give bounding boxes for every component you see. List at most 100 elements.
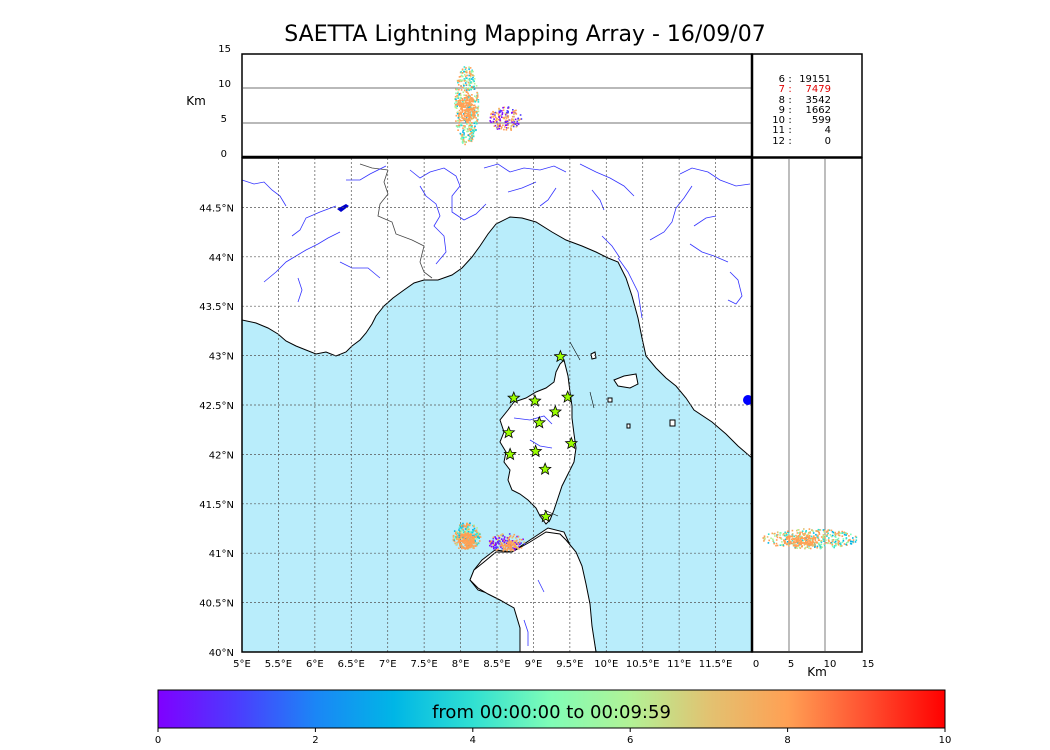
lightning-source-dot	[461, 68, 464, 71]
lightning-source-dot	[473, 533, 475, 536]
lightning-source-dot	[470, 108, 473, 111]
count-value: 4	[824, 125, 831, 137]
lightning-source-dot	[462, 117, 465, 119]
lightning-source-dot	[466, 547, 468, 550]
lightning-source-dot	[498, 537, 500, 539]
lightning-source-dot	[467, 130, 470, 132]
lightning-source-dot	[459, 116, 461, 118]
lightning-source-dot	[505, 127, 508, 129]
lightning-source-dot	[472, 540, 474, 542]
lightning-source-dot	[493, 125, 496, 127]
lightning-source-dot	[840, 545, 843, 547]
lightning-source-dot	[786, 541, 789, 543]
lightning-source-dot	[458, 536, 461, 539]
lightning-source-dot	[476, 119, 478, 121]
lightning-source-dot	[475, 529, 478, 532]
lightning-source-dot	[504, 120, 507, 123]
lightning-source-dot	[767, 533, 770, 535]
lightning-source-dot	[828, 537, 830, 539]
lightning-source-dot	[461, 102, 464, 105]
lightning-source-dot	[455, 537, 458, 540]
lightning-source-dot	[457, 97, 459, 99]
lightning-source-dot	[837, 534, 840, 537]
lightning-source-dot	[494, 119, 497, 122]
lightning-source-dot	[788, 540, 790, 543]
lightning-source-dot	[460, 105, 463, 108]
lightning-source-dot	[496, 117, 498, 120]
lightning-source-dot	[511, 115, 514, 118]
lightning-source-dot	[804, 543, 806, 545]
lightning-source-dot	[464, 97, 466, 99]
lightning-source-dot	[463, 101, 465, 103]
lightning-source-dot	[461, 86, 464, 89]
lightning-source-dot	[500, 534, 502, 536]
lightning-source-dot	[462, 109, 464, 112]
lightning-source-dot	[515, 540, 517, 542]
lightning-source-dot	[467, 134, 470, 136]
count-code: 10	[772, 115, 785, 127]
lightning-source-dot	[850, 543, 853, 545]
lightning-source-dot	[817, 536, 819, 539]
lightning-source-dot	[495, 112, 498, 114]
lightning-source-dot	[503, 536, 506, 538]
lightning-source-dot	[822, 538, 825, 541]
lightning-source-dot	[796, 545, 798, 547]
lightning-source-dot	[472, 536, 475, 538]
lightning-source-dot	[457, 100, 460, 102]
lightning-source-dot	[505, 548, 507, 551]
lightning-source-dot	[469, 536, 472, 538]
lightning-source-dot	[467, 523, 469, 526]
lightning-source-dot	[843, 543, 846, 545]
lightning-source-dot	[802, 533, 804, 535]
lightning-source-dot	[475, 535, 478, 537]
top-panel-frame	[241, 53, 753, 158]
lightning-source-dot	[477, 536, 479, 538]
lightning-source-dot	[818, 532, 820, 534]
lightning-source-dot	[469, 74, 472, 77]
lightning-source-dot	[796, 538, 799, 541]
lightning-source-dot	[500, 127, 503, 130]
lightning-source-dot	[470, 543, 472, 546]
station-marker	[532, 415, 547, 429]
lightning-source-dot	[467, 118, 470, 120]
lightning-source-dot	[468, 530, 471, 533]
lightning-source-dot	[498, 116, 500, 118]
lightning-source-dot	[850, 533, 852, 536]
lightning-source-dot	[817, 539, 820, 542]
lightning-source-dot	[459, 530, 461, 533]
lightning-source-dot	[457, 80, 459, 82]
lightning-source-dot	[466, 533, 469, 536]
lightning-source-dot	[801, 530, 804, 532]
lightning-source-dot	[783, 541, 786, 543]
lightning-source-dot	[469, 106, 471, 108]
lightning-source-dot	[466, 542, 469, 545]
lightning-source-dot	[806, 536, 809, 538]
lightning-source-dot	[835, 544, 837, 547]
rivers	[242, 163, 751, 646]
lightning-source-dot	[469, 533, 472, 535]
lightning-source-dot	[515, 113, 518, 115]
lightning-source-dot	[456, 532, 459, 534]
lightning-source-dot	[508, 536, 510, 539]
lightning-source-dot	[472, 98, 474, 101]
lightning-source-dot	[473, 527, 476, 530]
lightning-source-dot	[465, 67, 467, 69]
lightning-source-dot	[456, 126, 459, 128]
lightning-source-dot	[764, 538, 766, 540]
lightning-source-dot	[459, 543, 461, 546]
lightning-source-dot	[832, 531, 835, 534]
lightning-source-dot	[510, 129, 512, 131]
lightning-source-dot	[493, 118, 495, 120]
lightning-source-dot	[782, 544, 785, 546]
lightning-source-dot	[776, 544, 779, 547]
lightning-source-dot	[459, 132, 462, 135]
lightning-source-dot	[467, 534, 470, 536]
lightning-source-dot	[458, 113, 460, 116]
lightning-source-dot	[477, 542, 480, 545]
lightning-source-dot	[506, 112, 508, 115]
lightning-source-dot	[464, 106, 466, 109]
lightning-source-dot	[464, 547, 467, 550]
lightning-source-dot	[492, 120, 495, 123]
lightning-source-dot	[500, 546, 502, 548]
lightning-source-dot	[801, 536, 803, 538]
